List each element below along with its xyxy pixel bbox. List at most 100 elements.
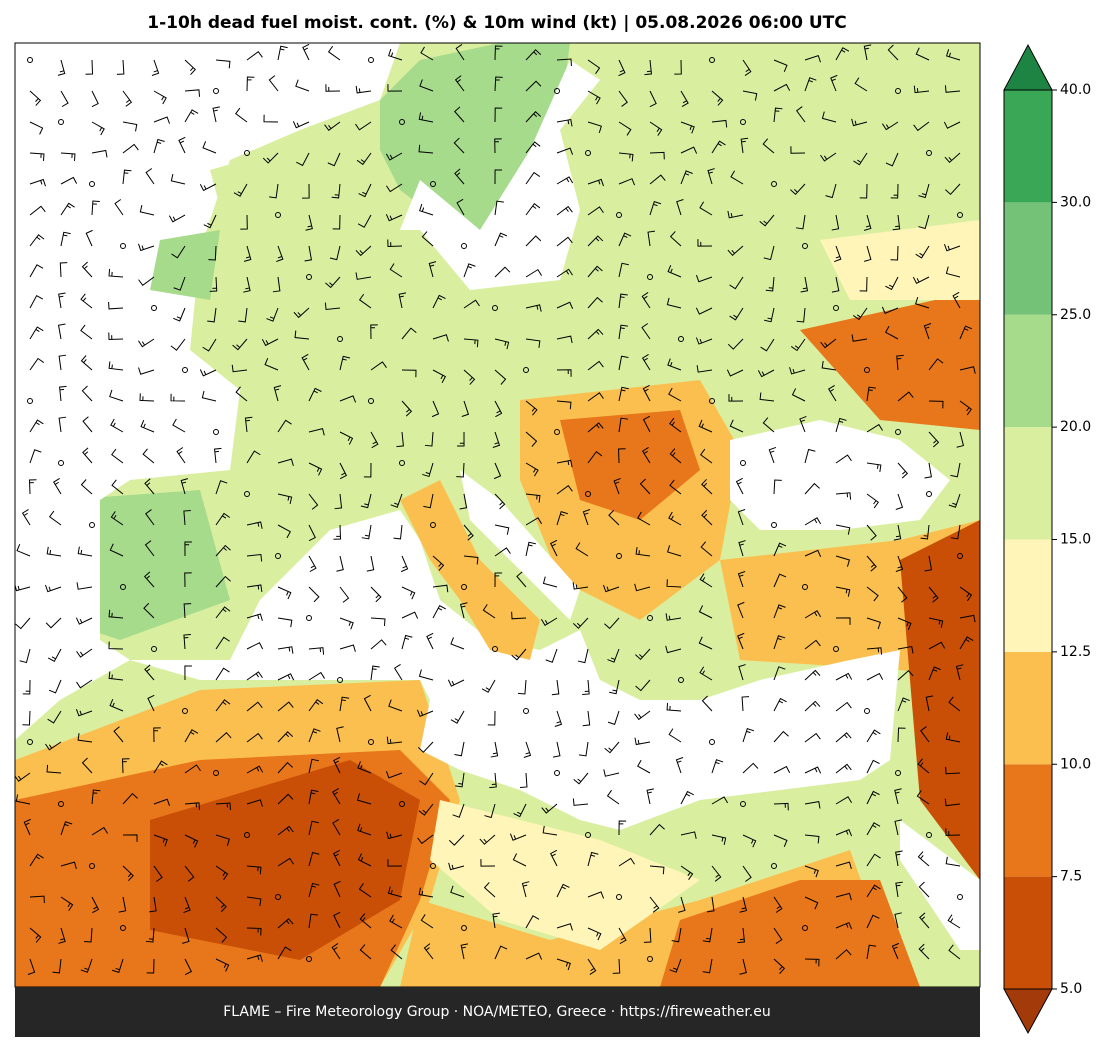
calm: [492, 305, 498, 311]
barb: [587, 422, 604, 433]
calm: [926, 491, 932, 497]
barb: [264, 357, 279, 371]
barb: [29, 295, 44, 309]
barb: [201, 390, 217, 402]
barb: [170, 173, 186, 185]
barb: [604, 741, 620, 754]
colorbar-tick-label: 12.5: [1060, 644, 1091, 660]
barb: [450, 885, 465, 898]
barb: [618, 355, 629, 371]
barb: [246, 701, 263, 712]
barb: [945, 49, 961, 61]
barb: [494, 369, 507, 385]
calm: [151, 646, 157, 652]
barb: [419, 79, 434, 92]
barb: [453, 137, 465, 154]
barb: [325, 84, 341, 92]
land: [200, 150, 300, 350]
barb: [649, 896, 660, 913]
barb: [913, 85, 930, 94]
barb: [183, 896, 191, 914]
barb: [890, 245, 899, 261]
colorbar-band: [1004, 651, 1052, 765]
barb: [666, 702, 682, 712]
footer-bar: [15, 987, 980, 1037]
barb: [184, 802, 201, 810]
barb: [355, 85, 372, 94]
calm: [616, 894, 622, 900]
barb: [917, 758, 930, 774]
barb: [737, 509, 746, 526]
colorbar-tick-label: 7.5: [1060, 869, 1082, 885]
barb: [494, 107, 503, 123]
barb: [866, 555, 877, 572]
barb: [339, 617, 354, 630]
barb: [866, 853, 881, 867]
barb: [804, 865, 819, 878]
barb: [424, 431, 434, 447]
barb: [795, 214, 806, 230]
barb: [145, 168, 155, 185]
barb: [277, 646, 294, 654]
barb: [388, 699, 403, 712]
barb: [80, 479, 93, 495]
barb: [58, 354, 67, 371]
barb: [327, 152, 341, 167]
barb: [333, 756, 341, 774]
barb: [153, 727, 161, 743]
barb: [417, 741, 434, 753]
barb: [773, 83, 791, 92]
barb: [149, 896, 157, 913]
barb: [835, 555, 851, 567]
barb: [916, 790, 930, 805]
barb: [637, 511, 651, 526]
barb: [804, 700, 821, 712]
barb: [183, 634, 191, 650]
calm: [213, 770, 219, 776]
barb: [667, 264, 682, 278]
barb: [302, 183, 310, 199]
barb: [773, 765, 791, 774]
barb: [804, 549, 822, 557]
barb: [804, 77, 817, 92]
barb: [456, 462, 465, 478]
barb: [29, 90, 42, 106]
barb: [737, 632, 745, 650]
land: [900, 520, 980, 880]
barb: [108, 332, 124, 340]
barb: [363, 694, 372, 712]
barb: [29, 419, 44, 433]
barb: [58, 416, 67, 433]
barb: [108, 609, 124, 619]
barb: [246, 927, 262, 936]
barb: [642, 384, 651, 402]
colorbar: 5.0 7.5 10.0 12.5 15.0 20.0 25.0 30.0 40.0: [1003, 43, 1091, 1035]
barb: [729, 419, 744, 433]
barb: [603, 584, 620, 593]
barb: [894, 788, 902, 805]
calm: [771, 863, 777, 869]
barb: [525, 203, 541, 216]
barb: [276, 245, 284, 263]
calm: [802, 243, 808, 249]
barb: [866, 524, 877, 541]
barb: [360, 493, 372, 509]
barb: [419, 772, 434, 786]
barb: [80, 355, 93, 371]
barb: [959, 586, 973, 602]
barb: [108, 268, 124, 278]
barb: [765, 276, 775, 292]
barb: [273, 385, 282, 402]
barb: [711, 140, 726, 154]
calm: [213, 88, 219, 94]
barb: [235, 386, 248, 402]
barb: [60, 202, 75, 216]
barb: [91, 200, 100, 216]
barb: [542, 576, 558, 588]
calm: [368, 398, 374, 404]
barb: [84, 927, 93, 943]
barb: [729, 307, 744, 321]
barb: [416, 709, 434, 717]
barb: [711, 834, 727, 845]
